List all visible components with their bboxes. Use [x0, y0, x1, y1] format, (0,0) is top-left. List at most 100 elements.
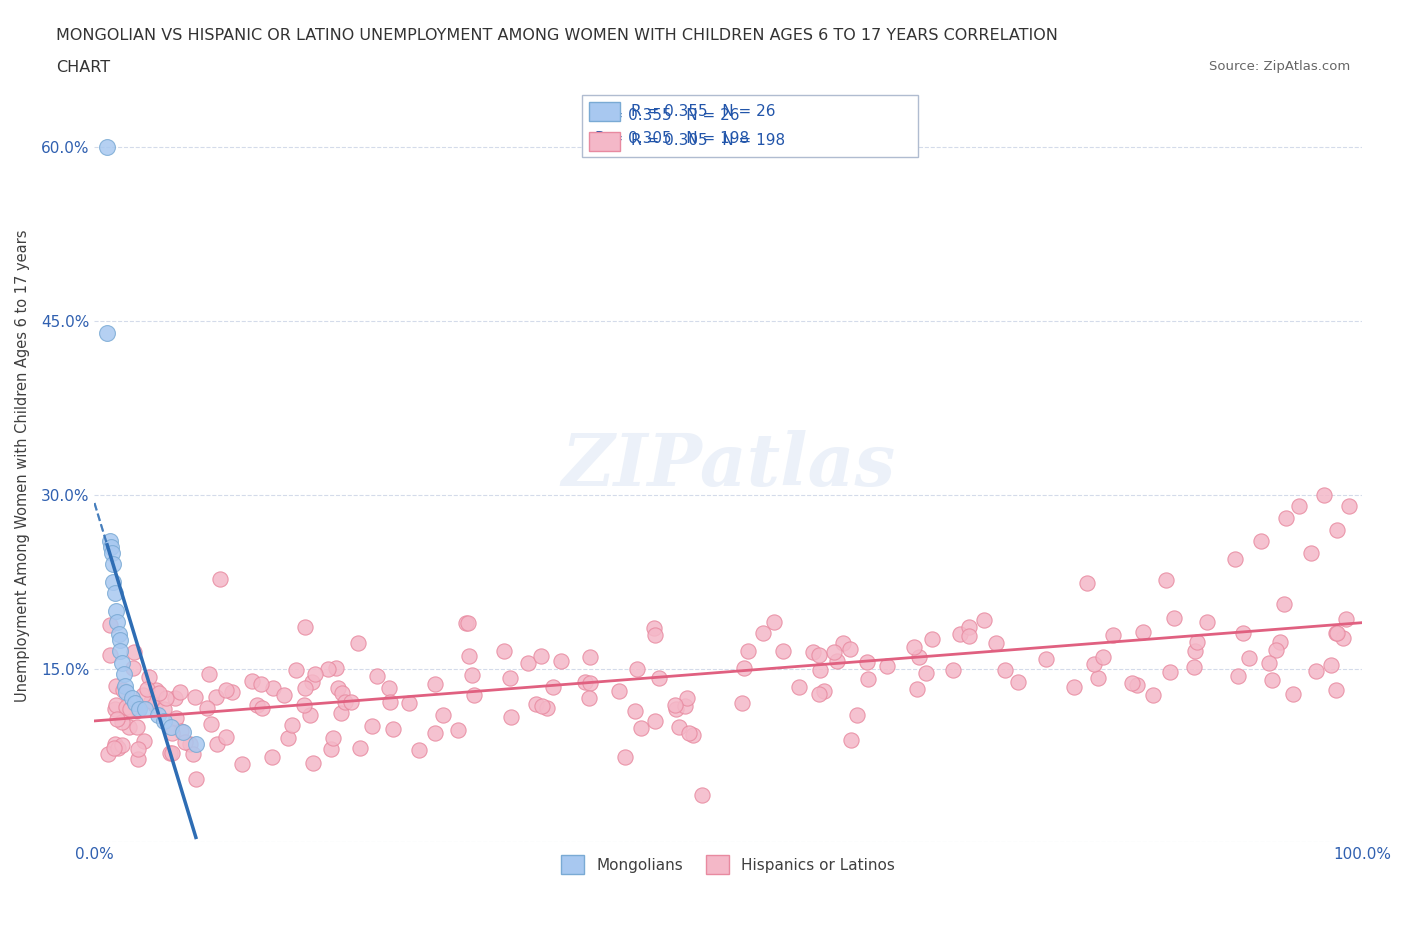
Point — [246, 698, 269, 712]
Point — [215, 683, 238, 698]
Point — [240, 673, 263, 688]
Point — [855, 654, 877, 669]
Point — [1227, 669, 1250, 684]
Point — [994, 662, 1017, 677]
Point — [159, 719, 181, 734]
Point — [1007, 675, 1029, 690]
Point — [1101, 628, 1123, 643]
Y-axis label: Unemployment Among Women with Children Ages 6 to 17 years: Unemployment Among Women with Children A… — [15, 230, 30, 702]
Point — [294, 698, 316, 712]
Point — [957, 619, 980, 634]
Point — [1142, 688, 1164, 703]
Point — [1250, 534, 1272, 549]
Point — [807, 648, 830, 663]
Point — [1184, 659, 1206, 674]
Point — [100, 539, 122, 554]
Point — [115, 684, 138, 699]
Point — [733, 660, 755, 675]
Point — [398, 696, 420, 711]
Point — [159, 746, 181, 761]
Point — [1132, 624, 1154, 639]
Point — [172, 725, 194, 740]
Point — [772, 644, 794, 658]
Point — [432, 708, 454, 723]
Point — [198, 667, 221, 682]
Point — [447, 723, 470, 737]
Point — [607, 684, 630, 698]
Point — [1281, 687, 1303, 702]
Point — [273, 688, 295, 703]
Point — [626, 661, 648, 676]
Point — [579, 675, 602, 690]
Point — [530, 649, 553, 664]
Point — [1185, 635, 1208, 650]
Point — [134, 734, 156, 749]
Point — [122, 660, 145, 675]
Point — [155, 691, 177, 706]
Point — [122, 644, 145, 659]
Point — [281, 717, 304, 732]
Point — [200, 717, 222, 732]
Point — [1225, 551, 1247, 566]
Point — [127, 720, 149, 735]
Point — [673, 698, 696, 713]
Point — [231, 757, 253, 772]
Point — [304, 666, 326, 681]
Point — [1275, 511, 1298, 525]
Point — [153, 713, 176, 728]
Point — [463, 687, 485, 702]
Point — [316, 662, 339, 677]
Point — [676, 691, 699, 706]
Point — [579, 650, 602, 665]
Point — [457, 616, 479, 631]
Point — [624, 703, 647, 718]
Point — [423, 725, 446, 740]
Text: CHART: CHART — [56, 60, 110, 75]
Point — [1334, 612, 1357, 627]
Point — [250, 700, 273, 715]
Point — [105, 615, 128, 630]
Point — [115, 703, 138, 718]
Point — [845, 708, 868, 723]
Point — [302, 755, 325, 770]
Point — [751, 625, 773, 640]
Point — [1092, 649, 1115, 664]
Point — [127, 702, 149, 717]
Point — [299, 708, 322, 723]
Point — [169, 684, 191, 699]
Point — [1195, 615, 1218, 630]
Point — [184, 737, 207, 751]
Point — [184, 689, 207, 704]
Point — [260, 750, 283, 764]
Point — [153, 701, 176, 716]
Point — [98, 647, 121, 662]
Point — [294, 619, 316, 634]
Point — [1270, 634, 1292, 649]
Point — [204, 689, 226, 704]
Text: Source: ZipAtlas.com: Source: ZipAtlas.com — [1209, 60, 1350, 73]
Point — [876, 658, 898, 673]
Point — [184, 772, 207, 787]
Point — [262, 680, 284, 695]
Point — [1324, 683, 1347, 698]
Point — [644, 628, 666, 643]
Point — [221, 684, 243, 699]
Point — [1076, 576, 1098, 591]
Point — [335, 695, 357, 710]
Point — [825, 654, 848, 669]
Point — [1163, 610, 1185, 625]
Point — [105, 679, 128, 694]
Point — [914, 666, 936, 681]
Point — [1035, 652, 1057, 667]
Point — [574, 674, 596, 689]
Point — [118, 720, 141, 735]
Point — [921, 631, 943, 646]
Point — [1258, 656, 1281, 671]
Point — [536, 701, 558, 716]
Point — [103, 557, 125, 572]
Point — [630, 720, 652, 735]
FancyBboxPatch shape — [589, 132, 620, 152]
Point — [103, 575, 125, 590]
Text: R = 0.305   N = 198: R = 0.305 N = 198 — [631, 133, 785, 148]
Point — [1154, 572, 1177, 587]
